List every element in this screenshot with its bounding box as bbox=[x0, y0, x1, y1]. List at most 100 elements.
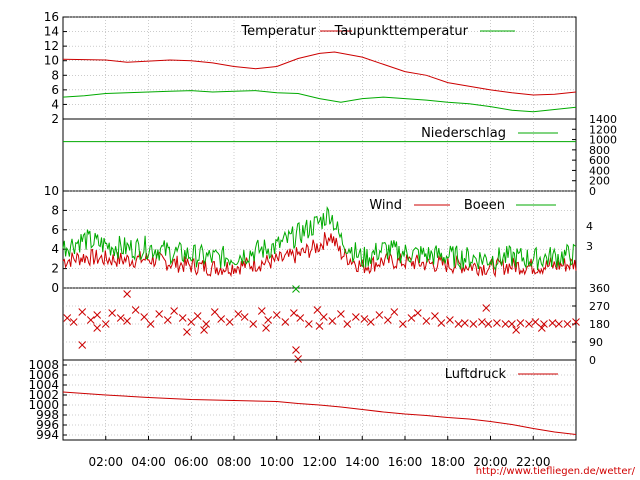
marker-stroke bbox=[225, 318, 234, 326]
legend-label: Taupunkttemperatur bbox=[334, 24, 469, 39]
wind-direction-point bbox=[343, 320, 352, 328]
y-tick-label: 0 bbox=[51, 281, 59, 295]
wind-direction-point bbox=[210, 308, 219, 316]
marker-stroke bbox=[123, 290, 131, 298]
wind-direction-point bbox=[537, 324, 546, 332]
wind-direction-point bbox=[257, 307, 266, 315]
chart-panel-3: 0 90 180 270 360 bbox=[62, 282, 610, 367]
wind-direction-point bbox=[249, 320, 258, 328]
marker-stroke bbox=[202, 320, 211, 328]
marker-stroke bbox=[407, 314, 416, 322]
wind-direction-point bbox=[193, 312, 202, 320]
marker-stroke bbox=[210, 308, 219, 316]
wind-direction-point bbox=[123, 317, 131, 325]
wind-direction-point bbox=[63, 314, 72, 322]
marker-stroke bbox=[572, 318, 580, 326]
marker-stroke bbox=[108, 309, 117, 317]
y-tick-label: 16 bbox=[44, 10, 59, 24]
y-tick-label: 600 bbox=[589, 154, 610, 167]
wind-direction-point bbox=[366, 318, 375, 326]
marker-stroke bbox=[163, 316, 172, 324]
y-tick-label: 1400 bbox=[589, 113, 617, 126]
marker-stroke bbox=[482, 304, 491, 312]
wind-direction-point bbox=[304, 320, 313, 328]
wind-direction-point bbox=[531, 318, 540, 326]
series-line-boeen bbox=[62, 206, 577, 271]
marker-stroke bbox=[101, 320, 110, 328]
x-tick-label: 16:00 bbox=[388, 455, 423, 469]
marker-stroke bbox=[292, 285, 300, 293]
wind-direction-point bbox=[454, 320, 463, 328]
credit-link[interactable]: http://www.tiefliegen.de/wetter/ bbox=[476, 466, 636, 477]
wind-direction-point bbox=[93, 324, 102, 332]
y-tick-label: 90 bbox=[589, 336, 603, 349]
marker-stroke bbox=[351, 313, 360, 321]
series-line-temperatur bbox=[62, 51, 577, 96]
legend-label: Temperatur bbox=[240, 24, 316, 39]
marker-stroke bbox=[478, 318, 486, 326]
wind-direction-point bbox=[337, 310, 345, 318]
y-tick-label: 14 bbox=[44, 25, 59, 39]
marker-stroke bbox=[264, 316, 273, 324]
marker-stroke bbox=[469, 320, 478, 328]
x-tick-label: 06:00 bbox=[174, 455, 209, 469]
y-tick-label: 1000 bbox=[589, 134, 617, 147]
y-tick-label: 12 bbox=[44, 39, 59, 53]
wind-direction-point bbox=[294, 355, 302, 363]
wind-direction-point bbox=[525, 320, 533, 328]
wind-direction-point bbox=[437, 319, 446, 327]
wind-direction-point bbox=[516, 319, 525, 327]
marker-stroke bbox=[540, 320, 548, 328]
wind-direction-point bbox=[384, 316, 392, 324]
marker-stroke bbox=[281, 318, 290, 326]
wind-direction-point bbox=[508, 320, 516, 328]
y-tick-label: 1002 bbox=[28, 388, 59, 402]
wind-direction-point bbox=[555, 320, 563, 328]
marker-stroke bbox=[343, 320, 352, 328]
marker-stroke bbox=[69, 318, 78, 326]
marker-stroke bbox=[178, 314, 187, 322]
wind-direction-point bbox=[281, 318, 290, 326]
y-tick-label: 360 bbox=[589, 282, 610, 295]
marker-stroke bbox=[493, 319, 501, 327]
x-tick-label: 18:00 bbox=[430, 455, 465, 469]
marker-stroke bbox=[516, 319, 525, 327]
marker-stroke bbox=[304, 320, 313, 328]
wind-direction-point bbox=[116, 314, 125, 322]
wind-direction-point bbox=[413, 309, 422, 317]
wind-direction-point bbox=[170, 307, 179, 315]
marker-stroke bbox=[555, 320, 563, 328]
marker-stroke bbox=[272, 311, 281, 319]
wind-direction-point bbox=[390, 308, 399, 316]
right-tick-label: 3 bbox=[586, 240, 593, 253]
y-tick-label: 1004 bbox=[28, 378, 59, 392]
marker-stroke bbox=[390, 308, 399, 316]
wind-direction-point bbox=[140, 313, 149, 321]
x-tick-label: 12:00 bbox=[302, 455, 337, 469]
y-tick-label: 10 bbox=[44, 54, 59, 68]
marker-stroke bbox=[257, 307, 266, 315]
marker-stroke bbox=[193, 312, 202, 320]
wind-direction-point bbox=[478, 318, 486, 326]
wind-direction-point bbox=[469, 320, 478, 328]
y-tick-label: 270 bbox=[589, 300, 610, 313]
x-tick-label: 20:00 bbox=[473, 455, 508, 469]
marker-stroke bbox=[131, 306, 140, 314]
x-tick-label: 04:00 bbox=[131, 455, 166, 469]
wind-direction-point bbox=[146, 320, 155, 328]
marker-stroke bbox=[454, 320, 463, 328]
marker-stroke bbox=[360, 315, 369, 323]
marker-stroke bbox=[93, 311, 102, 319]
marker-stroke bbox=[292, 346, 300, 354]
wind-direction-point bbox=[512, 326, 521, 334]
wind-direction-point bbox=[540, 320, 548, 328]
y-tick-label: 2 bbox=[51, 262, 59, 276]
marker-stroke bbox=[116, 314, 125, 322]
wind-direction-point bbox=[183, 328, 191, 336]
series-line-luftdruck bbox=[62, 391, 577, 435]
marker-stroke bbox=[93, 324, 102, 332]
wind-direction-point bbox=[200, 326, 208, 334]
